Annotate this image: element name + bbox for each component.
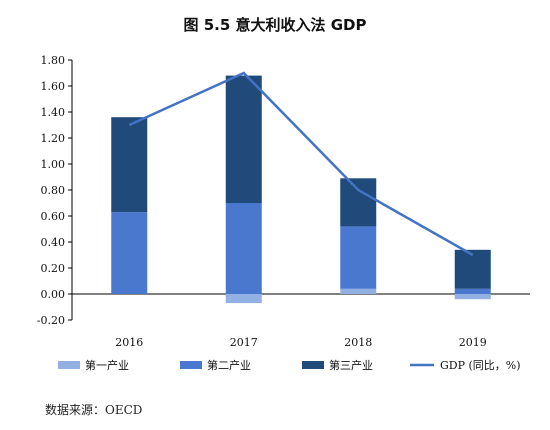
bar-2019-第三产业 — [454, 249, 491, 289]
x-tick-label: 2019 — [459, 336, 487, 349]
y-tick-label: 0.00 — [41, 288, 66, 301]
bar-2017-第一产业 — [225, 294, 262, 304]
x-tick-label: 2018 — [344, 336, 372, 349]
y-tick-label: 1.00 — [41, 158, 66, 171]
y-tick-label: 0.80 — [41, 184, 66, 197]
legend-swatch — [58, 361, 80, 369]
bar-2019-第二产业 — [454, 288, 491, 294]
legend-swatch — [302, 361, 324, 369]
axes: 1.80 1.60 1.40 1.20 1.00 0.80 0.60 0.40 0.20 0.00… — [37, 54, 530, 327]
x-tick-label: 2017 — [230, 336, 258, 349]
bar-2017-第三产业 — [225, 75, 262, 203]
y-tick-label: 0.60 — [41, 210, 66, 223]
y-tick-label: 1.20 — [41, 132, 66, 145]
chart-title: 图 5.5 意大利收入法 GDP — [183, 16, 367, 34]
legend-label: 第二产业 — [207, 358, 251, 372]
legend-label: 第三产业 — [329, 358, 373, 372]
legend-swatch — [180, 361, 202, 369]
y-tick-label: 0.40 — [41, 236, 66, 249]
legend-label: 第一产业 — [85, 358, 129, 372]
legend-label: GDP (同比，%) — [440, 359, 521, 372]
bars — [111, 75, 491, 304]
bar-2016-第二产业 — [111, 212, 148, 294]
bar-2018-第一产业 — [340, 288, 377, 294]
bar-2016-第三产业 — [111, 117, 148, 213]
gdp-line — [128, 71, 474, 257]
y-tick-label: 1.40 — [41, 106, 66, 119]
source-note: 数据来源：OECD — [45, 403, 143, 417]
gdp-line-path — [128, 71, 474, 257]
x-tick-labels: 2016 2017 2018 2019 — [115, 336, 487, 349]
bar-2018-第三产业 — [340, 178, 377, 227]
y-tick-label: -0.20 — [37, 314, 65, 327]
bar-2019-第一产业 — [454, 294, 491, 300]
bar-2017-第二产业 — [225, 203, 262, 294]
x-tick-label: 2016 — [115, 336, 143, 349]
y-tick-label: 1.80 — [41, 54, 66, 67]
bar-2018-第二产业 — [340, 226, 377, 289]
legend: 第一产业 第二产业 第三产业 GDP (同比，%) — [58, 358, 521, 372]
y-tick-label: 0.20 — [41, 262, 66, 275]
y-tick-label: 1.60 — [41, 80, 66, 93]
